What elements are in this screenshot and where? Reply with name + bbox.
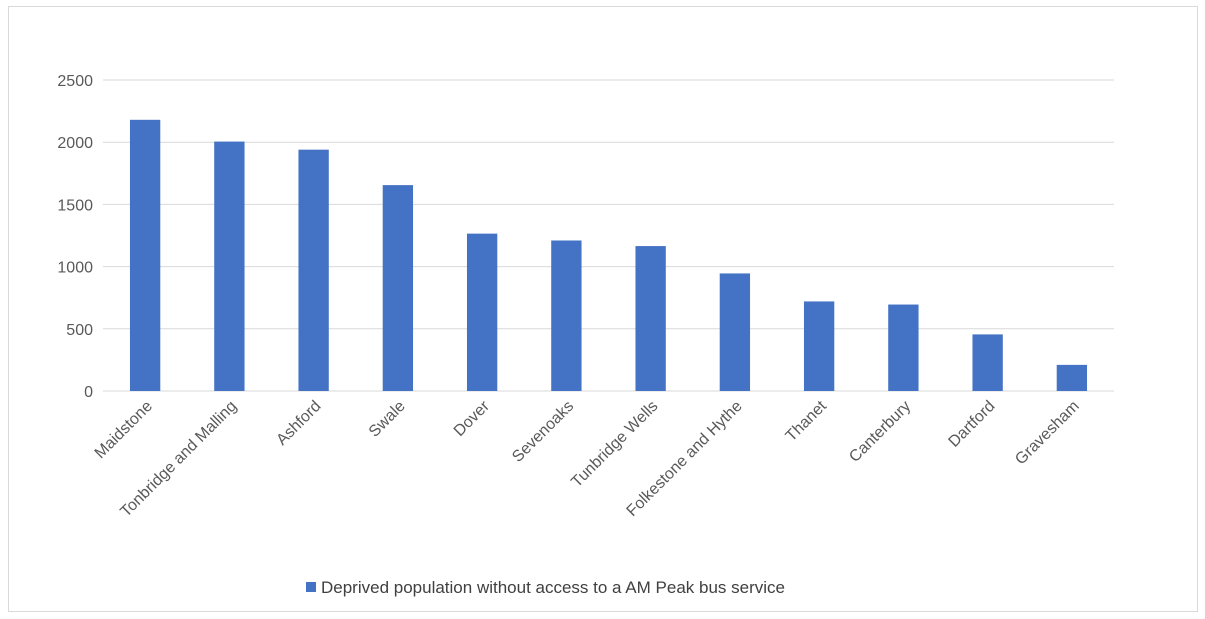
x-tick-label: Gravesham bbox=[1012, 398, 1083, 469]
bar bbox=[129, 119, 161, 392]
bar bbox=[635, 246, 666, 391]
bar bbox=[719, 273, 751, 391]
bar bbox=[298, 149, 329, 391]
gridlines bbox=[103, 79, 1114, 392]
y-axis-tick-labels: 0 500 1000 1500 2000 2500 bbox=[57, 73, 93, 401]
y-tick-label: 0 bbox=[84, 384, 93, 401]
legend-swatch bbox=[306, 582, 316, 592]
bar bbox=[551, 240, 582, 391]
x-tick-label: Canterbury bbox=[846, 398, 914, 466]
bar bbox=[888, 304, 919, 391]
x-tick-label: Thanet bbox=[783, 397, 831, 445]
x-tick-label: Maidstone bbox=[92, 398, 156, 462]
bar bbox=[1056, 364, 1088, 391]
x-tick-label: Swale bbox=[366, 398, 409, 441]
x-tick-label: Sevenoaks bbox=[509, 398, 577, 466]
bars bbox=[129, 119, 1088, 392]
x-tick-label: Dartford bbox=[946, 398, 999, 451]
bar bbox=[214, 141, 245, 391]
bar bbox=[382, 185, 414, 391]
legend: Deprived population without access to a … bbox=[306, 578, 785, 597]
legend-label: Deprived population without access to a … bbox=[321, 578, 785, 597]
y-tick-label: 1500 bbox=[57, 197, 93, 214]
bar bbox=[972, 334, 1003, 391]
y-tick-label: 2500 bbox=[57, 73, 93, 90]
y-tick-label: 2000 bbox=[57, 135, 93, 152]
y-tick-label: 1000 bbox=[57, 260, 93, 277]
bar bbox=[466, 233, 498, 391]
chart-frame bbox=[8, 6, 1198, 612]
y-tick-label: 500 bbox=[66, 322, 93, 339]
bar bbox=[803, 301, 835, 391]
x-tick-label: Ashford bbox=[273, 398, 324, 449]
x-tick-label: Dover bbox=[451, 397, 494, 440]
x-tick-label: Tunbridge Wells bbox=[568, 398, 661, 491]
